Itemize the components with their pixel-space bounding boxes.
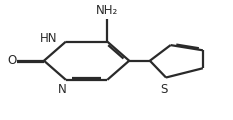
Text: N: N <box>58 83 67 96</box>
Text: HN: HN <box>40 32 58 45</box>
Text: S: S <box>160 83 167 96</box>
Text: O: O <box>7 54 16 67</box>
Text: NH₂: NH₂ <box>96 4 118 17</box>
